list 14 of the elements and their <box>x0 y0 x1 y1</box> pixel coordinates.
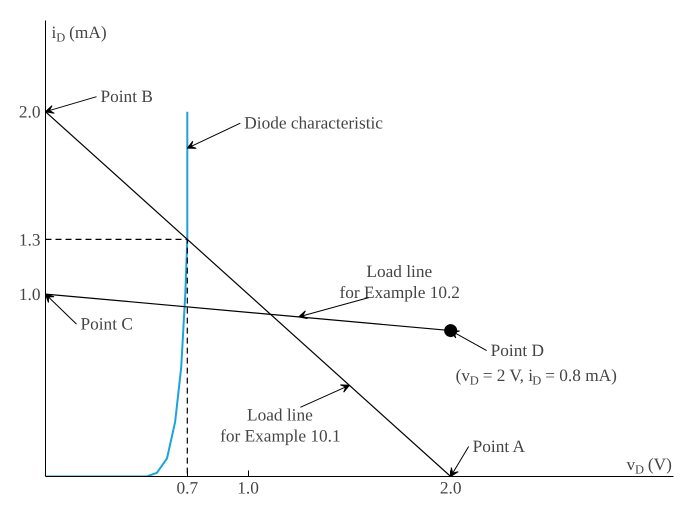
annotation: Load line for Example 10.1 <box>220 405 341 446</box>
x-tick-label: 2.0 <box>440 478 462 498</box>
annotation: Point B <box>100 87 153 106</box>
annotation: Point D <box>490 341 544 360</box>
annotation: Diode characteristic <box>244 114 384 133</box>
annotation: Load line for Example 10.2 <box>339 262 460 302</box>
annotation: Point C <box>80 314 133 334</box>
line-series <box>46 110 188 476</box>
y-tick-label: 1.0 <box>18 285 41 304</box>
y-tick-label: 2.0 <box>18 102 41 122</box>
annotation: Point A <box>472 437 526 456</box>
x-tick-label: 1.0 <box>237 478 259 498</box>
x-tick-label: 0.7 <box>176 478 198 498</box>
y-tick-label: 1.3 <box>18 230 41 250</box>
